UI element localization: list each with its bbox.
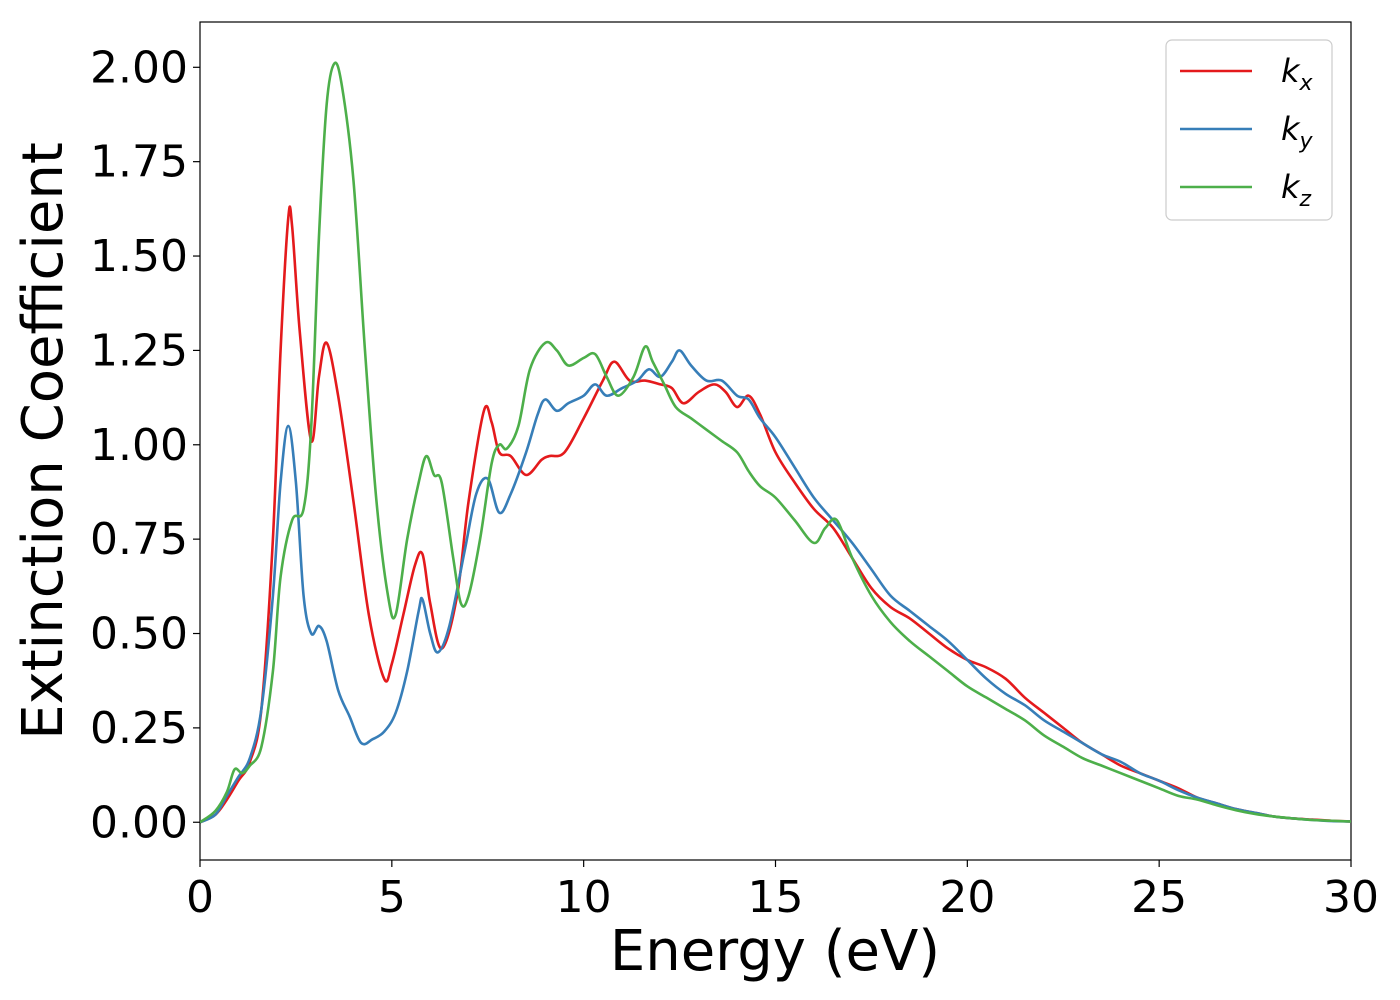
legend-label-kx: kx bbox=[1281, 52, 1314, 96]
x-axis: 0 5 10 15 20 25 30 bbox=[186, 860, 1379, 923]
x-axis-label: Energy (eV) bbox=[610, 919, 940, 984]
y-axis-label: Extinction Coefficient bbox=[11, 142, 76, 740]
y-tick-label: 1.25 bbox=[90, 325, 188, 376]
x-tick-label: 30 bbox=[1323, 872, 1379, 923]
series-line-kz bbox=[200, 61, 1351, 824]
x-tick-label: 10 bbox=[556, 872, 612, 923]
x-tick-label: 20 bbox=[939, 872, 995, 923]
x-tick-label: 15 bbox=[748, 872, 804, 923]
series-line-ky bbox=[200, 349, 1351, 824]
x-tick-label: 5 bbox=[378, 872, 406, 923]
y-tick-label: 1.00 bbox=[90, 420, 188, 471]
y-tick-label: 0.50 bbox=[90, 609, 188, 660]
y-tick-label: 0.00 bbox=[90, 797, 188, 848]
y-tick-label: 2.00 bbox=[90, 42, 188, 93]
legend: kx ky kz bbox=[1165, 39, 1333, 221]
y-axis: 0.00 0.25 0.50 0.75 1.00 1.25 1.50 1.75 2.00 bbox=[90, 42, 200, 848]
legend-label-kz: kz bbox=[1281, 168, 1312, 212]
series-layer bbox=[200, 61, 1351, 824]
y-tick-label: 1.50 bbox=[90, 231, 188, 282]
legend-label-ky: ky bbox=[1281, 110, 1314, 154]
x-tick-label: 25 bbox=[1131, 872, 1187, 923]
y-tick-label: 0.25 bbox=[90, 703, 188, 754]
y-tick-label: 1.75 bbox=[90, 137, 188, 188]
x-tick-label: 0 bbox=[186, 872, 214, 923]
series-line-kx bbox=[200, 205, 1351, 824]
y-tick-label: 0.75 bbox=[90, 514, 188, 565]
